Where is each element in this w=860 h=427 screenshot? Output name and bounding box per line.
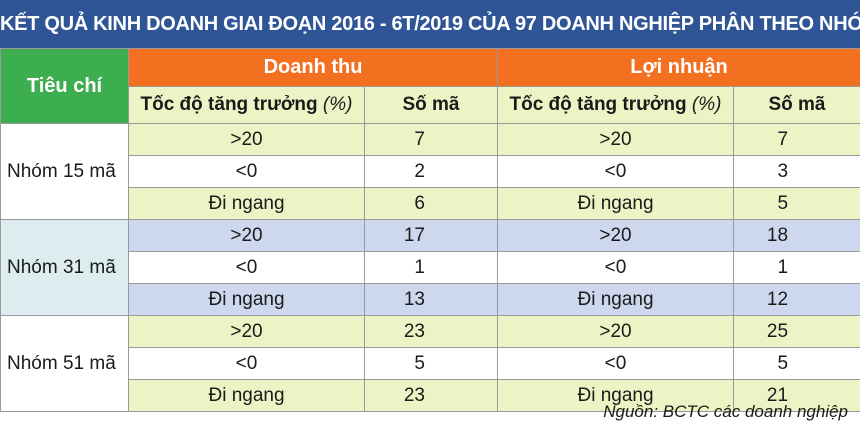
profit-count-cell: 1 [732, 251, 860, 284]
profit-count-cell: 5 [732, 347, 860, 380]
revenue-growth-cell: Đi ngang [128, 187, 365, 220]
revenue-count-cell: 2 [364, 155, 498, 188]
revenue-count-cell: 17 [364, 219, 498, 252]
profit-growth-cell: <0 [497, 251, 734, 284]
profit-growth-cell: Đi ngang [497, 283, 734, 316]
table-row: Đi ngang 6 Đi ngang 5 [1, 187, 860, 220]
revenue-growth-cell: >20 [128, 315, 365, 348]
profit-growth-cell: >20 [497, 315, 734, 348]
profit-growth-cell: >20 [497, 219, 734, 252]
revenue-count-cell: 1 [364, 251, 498, 284]
header-growth-unit: (%) [691, 93, 722, 115]
profit-growth-cell: Đi ngang [497, 187, 734, 220]
table-row: Nhóm 31 mã >20 17 >20 18 [0, 219, 860, 316]
header-growth-label: Tốc độ tăng trưởng [509, 93, 687, 115]
header-profit-growth: Tốc độ tăng trưởng (%) [497, 85, 734, 124]
table-row: <0 2 <0 3 [1, 155, 860, 188]
revenue-growth-cell: <0 [128, 251, 365, 284]
table-row: Nhóm 51 mã >20 23 >20 25 [0, 315, 860, 412]
profit-count-cell: 21 [732, 379, 860, 412]
header-revenue-growth: Tốc độ tăng trưởng (%) [128, 85, 365, 124]
group-label: Nhóm 31 mã [0, 219, 129, 316]
revenue-count-cell: 6 [364, 187, 498, 220]
table-title: KẾT QUẢ KINH DOANH GIAI ĐOẠN 2016 - 6T/2… [0, 0, 860, 48]
table-row: <0 1 <0 1 [1, 251, 860, 284]
header-revenue-count: Số mã [364, 85, 498, 124]
results-table: Tiêu chí Doanh thu Lợi nhuận Tốc độ tăng… [0, 48, 860, 412]
revenue-growth-cell: <0 [128, 347, 365, 380]
revenue-growth-cell: Đi ngang [128, 379, 365, 412]
header-growth-label: Tốc độ tăng trưởng [140, 93, 318, 115]
source-note: Nguồn: BCTC các doanh nghiệp [603, 402, 848, 421]
revenue-count-cell: 7 [364, 123, 498, 156]
profit-count-cell: 5 [732, 187, 860, 220]
profit-count-cell: 7 [732, 123, 860, 156]
revenue-growth-cell: >20 [128, 123, 365, 156]
profit-count-cell: 18 [732, 219, 860, 252]
profit-count-cell: 12 [732, 283, 860, 316]
header-growth-unit: (%) [322, 93, 353, 115]
profit-growth-cell: Đi ngang [497, 379, 734, 412]
table-row: Đi ngang 13 Đi ngang 12 [1, 283, 860, 316]
table-row: Đi ngang 23 Đi ngang 21 [1, 379, 860, 412]
revenue-growth-cell: <0 [128, 155, 365, 188]
revenue-growth-cell: Đi ngang [128, 283, 365, 316]
revenue-count-cell: 13 [364, 283, 498, 316]
table-row: Nhóm 15 mã >20 7 >20 7 [0, 123, 860, 220]
table-row: <0 5 <0 5 [1, 347, 860, 380]
profit-growth-cell: <0 [497, 155, 734, 188]
profit-count-cell: 25 [732, 315, 860, 348]
header-criteria: Tiêu chí [0, 48, 129, 124]
header-revenue: Doanh thu [128, 48, 498, 87]
header-profit: Lợi nhuận [496, 48, 860, 87]
revenue-count-cell: 23 [364, 315, 498, 348]
profit-count-cell: 3 [732, 155, 860, 188]
revenue-count-cell: 23 [364, 379, 498, 412]
header-profit-count: Số mã [732, 85, 860, 124]
group-label: Nhóm 51 mã [0, 315, 129, 412]
revenue-count-cell: 5 [364, 347, 498, 380]
group-label: Nhóm 15 mã [0, 123, 129, 220]
profit-growth-cell: >20 [497, 123, 734, 156]
profit-growth-cell: <0 [497, 347, 734, 380]
revenue-growth-cell: >20 [128, 219, 365, 252]
